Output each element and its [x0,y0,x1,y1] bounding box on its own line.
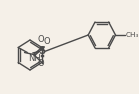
Text: NH: NH [28,54,41,63]
Text: S: S [38,47,45,56]
Text: O: O [43,38,50,47]
Text: O: O [38,58,44,67]
Text: O: O [38,36,44,44]
Text: CH₃: CH₃ [126,32,139,38]
